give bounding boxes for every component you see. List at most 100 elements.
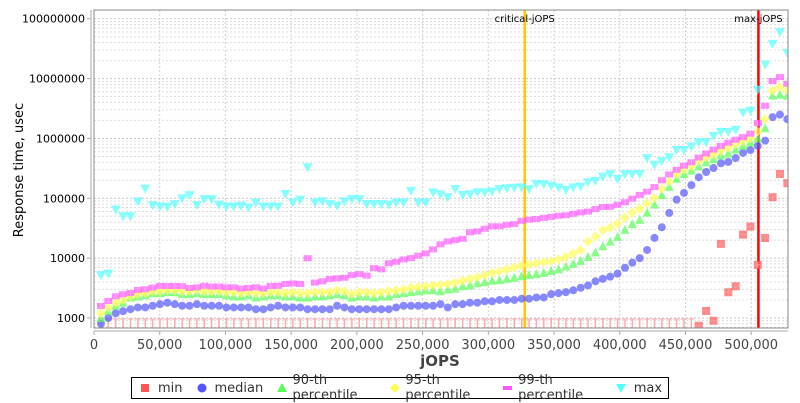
median-point xyxy=(392,303,401,312)
p95-point xyxy=(634,203,645,214)
p95-point xyxy=(295,288,306,299)
median-point xyxy=(687,181,696,190)
min-point-cross xyxy=(703,307,710,314)
median-point xyxy=(141,303,150,312)
p95-point xyxy=(752,126,763,137)
x-tick-label: 350,000 xyxy=(527,338,581,353)
max-point xyxy=(405,186,416,196)
max-point xyxy=(605,170,616,180)
rect-icon xyxy=(502,386,513,390)
y-tick-label: 1000000 xyxy=(36,132,85,145)
max-point xyxy=(531,179,542,189)
min-point-cross xyxy=(732,283,739,290)
max-point xyxy=(442,193,453,203)
p90-point xyxy=(635,214,645,224)
median-point xyxy=(377,305,386,314)
max-point xyxy=(95,271,106,281)
median-point xyxy=(296,303,305,312)
median-point xyxy=(753,141,762,150)
max-point xyxy=(583,178,594,188)
p95-point xyxy=(103,302,114,313)
median-point xyxy=(303,305,312,314)
median-point xyxy=(598,274,607,283)
max-point xyxy=(479,188,490,198)
triangle-up-icon xyxy=(277,383,287,392)
p95-point xyxy=(405,282,416,293)
max-point xyxy=(457,190,468,200)
max-point xyxy=(265,202,276,212)
median-point xyxy=(539,293,548,302)
max-point xyxy=(383,200,394,210)
max-point xyxy=(679,146,690,156)
median-point xyxy=(111,309,120,318)
legend-label: min xyxy=(158,380,183,396)
p95-point xyxy=(568,248,579,259)
max-point xyxy=(177,194,188,204)
max-point xyxy=(184,191,195,201)
max-point xyxy=(324,200,335,210)
max-point xyxy=(132,197,143,207)
p95-point xyxy=(324,287,335,298)
max-point xyxy=(413,198,424,208)
max-point xyxy=(214,200,225,210)
y-axis-label: Response time, usec xyxy=(12,103,27,237)
min-point-cross xyxy=(784,180,788,187)
p95-point xyxy=(472,272,483,283)
p90-point xyxy=(546,265,556,275)
max-point xyxy=(236,201,247,211)
median-point xyxy=(362,305,371,314)
legend-item-median: median xyxy=(195,381,263,396)
median-point xyxy=(458,300,467,309)
median-point xyxy=(731,154,740,163)
p95-point xyxy=(664,176,675,187)
max-point xyxy=(560,185,571,195)
median-point xyxy=(716,159,725,168)
median-point xyxy=(702,167,711,176)
max-point xyxy=(450,184,461,194)
legend: min median 90-th percentile 95-th percen… xyxy=(131,373,669,403)
max-point xyxy=(191,201,202,211)
p90-point xyxy=(753,133,763,143)
p95-point xyxy=(583,236,594,247)
p95-point xyxy=(346,289,357,300)
median-point xyxy=(259,305,268,314)
median-point xyxy=(591,277,600,286)
max-point xyxy=(501,184,512,194)
median-point xyxy=(443,303,452,312)
max-point xyxy=(206,195,217,205)
max-point xyxy=(760,60,771,70)
max-point xyxy=(686,142,697,152)
min-point-cross xyxy=(776,170,783,177)
p95-point xyxy=(435,279,446,290)
max-point xyxy=(420,198,431,208)
y-tick-label: 1000 xyxy=(57,312,85,325)
median-point xyxy=(768,113,777,122)
x-tick-label: 500,000 xyxy=(724,338,778,353)
max-point xyxy=(125,212,136,222)
median-point xyxy=(347,305,356,314)
p95-point xyxy=(642,198,653,209)
max-point xyxy=(287,198,298,208)
max-point xyxy=(339,197,350,207)
legend-item-99th: 99-th percentile xyxy=(501,373,602,403)
p90-point xyxy=(620,224,630,234)
max-point xyxy=(627,170,638,180)
max-point xyxy=(774,28,785,38)
p95-point xyxy=(413,281,424,292)
max-point xyxy=(162,202,173,212)
p95-point xyxy=(457,275,468,286)
p95-point xyxy=(110,297,121,308)
p95-point xyxy=(317,287,328,298)
max-point xyxy=(391,198,402,208)
max-point xyxy=(649,160,660,170)
median-point xyxy=(414,301,423,310)
p95-point xyxy=(575,244,586,255)
legend-label: max xyxy=(633,380,663,396)
annotation-label: critical-jOPS xyxy=(495,14,555,25)
diamond-icon xyxy=(390,383,400,393)
median-point xyxy=(192,300,201,309)
median-point xyxy=(222,303,231,312)
median-point xyxy=(724,157,733,166)
median-point xyxy=(119,307,128,316)
